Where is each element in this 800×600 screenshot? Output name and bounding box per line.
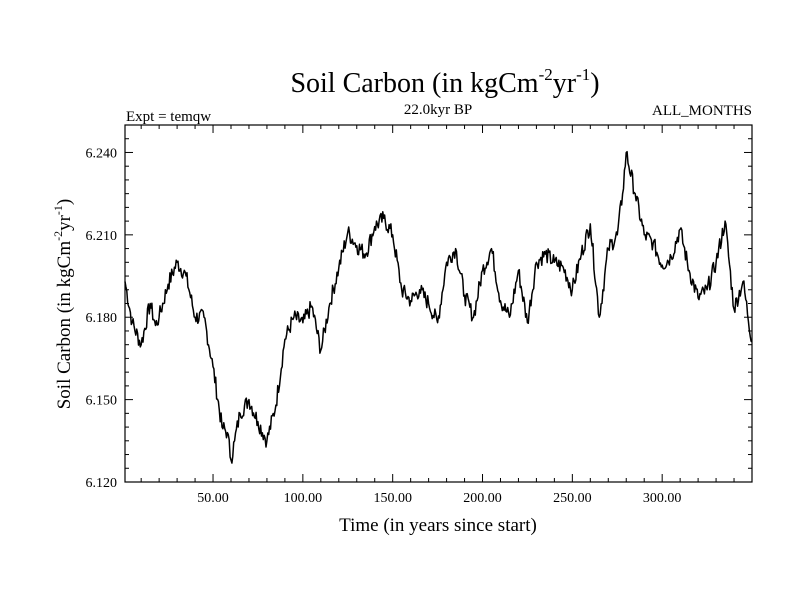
x-tick-label: 300.00 xyxy=(643,491,682,506)
months-label: ALL_MONTHS xyxy=(652,103,752,119)
y-tick-label: 6.180 xyxy=(86,311,118,326)
y-tick-label: 6.240 xyxy=(86,146,118,161)
plot-frame xyxy=(124,124,753,483)
y-tick-label: 6.120 xyxy=(86,476,118,491)
chart-subtitle: 22.0kyr BP xyxy=(404,102,472,118)
x-axis: 50.00 100.00 150.00 200.00 250.00 300.00 xyxy=(140,125,735,506)
x-tick-label: 150.00 xyxy=(373,491,412,506)
experiment-label: Expt = temqw xyxy=(126,109,211,125)
y-tick-label: 6.210 xyxy=(86,229,118,244)
y-axis-label: Soil Carbon (in kgCm-2yr-1) xyxy=(51,199,75,410)
x-tick-label: 50.00 xyxy=(197,491,229,506)
x-axis-label: Time (in years since start) xyxy=(339,515,537,536)
x-tick-label: 250.00 xyxy=(553,491,592,506)
x-tick-label: 100.00 xyxy=(284,491,323,506)
x-tick-label: 200.00 xyxy=(463,491,502,506)
y-tick-label: 6.150 xyxy=(86,394,118,409)
y-axis: 6.120 6.150 6.180 6.210 6.240 xyxy=(86,124,752,491)
series-line xyxy=(124,150,753,464)
chart-title: Soil Carbon (in kgCm-2yr-1) xyxy=(290,65,599,99)
